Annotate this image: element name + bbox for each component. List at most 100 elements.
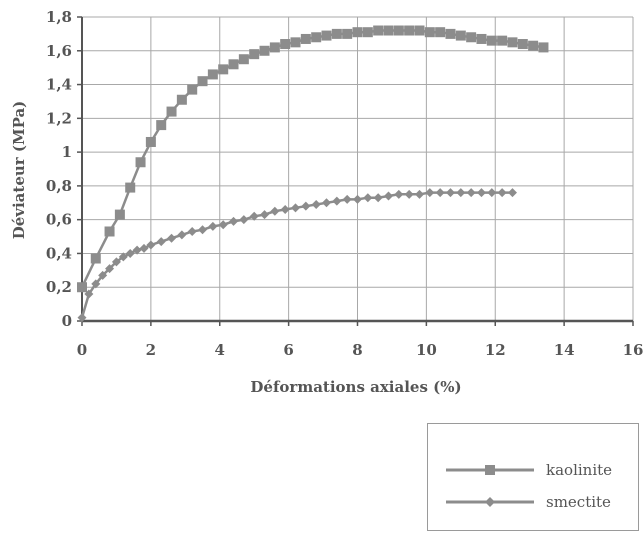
y-tick-labels: 0 0,2 0,4 0,6 0,8 1 1,2 1,4 1,6 1,8 xyxy=(46,8,72,330)
data-point-smectite xyxy=(249,211,259,221)
data-point-kaolinite xyxy=(207,69,218,80)
data-point-smectite xyxy=(208,221,218,231)
data-point-kaolinite xyxy=(176,94,187,105)
x-tick-label: 16 xyxy=(623,341,644,359)
x-tick-label: 2 xyxy=(146,341,156,359)
y-tick-label: 1 xyxy=(62,143,72,161)
legend-symbol-square xyxy=(446,465,534,475)
data-point-smectite xyxy=(118,252,128,262)
data-point-smectite xyxy=(239,215,249,225)
data-point-kaolinite xyxy=(104,226,115,237)
data-point-kaolinite xyxy=(125,182,136,193)
y-tick-label: 1,2 xyxy=(46,109,72,127)
data-point-smectite xyxy=(373,193,383,203)
data-point-smectite xyxy=(111,257,121,267)
data-point-kaolinite xyxy=(435,27,446,38)
data-point-smectite xyxy=(383,191,393,201)
data-point-kaolinite xyxy=(373,25,384,36)
data-point-kaolinite xyxy=(331,28,342,39)
data-point-kaolinite xyxy=(342,28,353,39)
data-point-kaolinite xyxy=(156,120,167,131)
legend-item-kaolinite: kaolinite xyxy=(428,455,638,485)
data-point-kaolinite xyxy=(249,49,260,60)
data-point-smectite xyxy=(394,189,404,199)
data-point-kaolinite xyxy=(311,32,322,43)
y-tick-label: 0,6 xyxy=(46,211,72,229)
data-point-kaolinite xyxy=(114,209,125,220)
data-point-kaolinite xyxy=(383,25,394,36)
data-point-smectite xyxy=(476,188,486,198)
data-point-smectite xyxy=(156,237,166,247)
x-tick-label: 6 xyxy=(283,341,293,359)
data-point-kaolinite xyxy=(145,136,156,147)
data-point-smectite xyxy=(291,203,301,213)
data-point-kaolinite xyxy=(414,25,425,36)
data-point-smectite xyxy=(425,188,435,198)
data-point-kaolinite xyxy=(476,33,487,44)
data-point-smectite xyxy=(146,240,156,250)
data-point-smectite xyxy=(497,188,507,198)
data-point-smectite xyxy=(322,198,332,208)
data-point-kaolinite xyxy=(352,27,363,38)
data-point-smectite xyxy=(229,216,239,226)
data-point-smectite xyxy=(342,194,352,204)
data-point-smectite xyxy=(363,193,373,203)
chart: 0 0,2 0,4 0,6 0,8 1 1,2 1,4 1,6 1,8 0 2 4 6 8 10 12 14 16… xyxy=(10,8,644,396)
data-point-smectite xyxy=(270,206,280,216)
data-point-kaolinite xyxy=(166,106,177,117)
data-point-kaolinite xyxy=(259,45,270,56)
data-point-kaolinite xyxy=(362,27,373,38)
data-point-smectite xyxy=(280,205,290,215)
data-point-smectite xyxy=(404,189,414,199)
data-point-kaolinite xyxy=(77,282,87,293)
y-tick-label: 0 xyxy=(62,312,72,330)
y-tick-label: 1,6 xyxy=(46,42,72,60)
data-point-kaolinite xyxy=(238,54,249,65)
data-point-kaolinite xyxy=(187,84,198,95)
axes xyxy=(77,16,634,326)
data-point-kaolinite xyxy=(228,59,239,70)
data-point-kaolinite xyxy=(90,253,101,264)
data-point-smectite xyxy=(311,199,321,209)
data-point-kaolinite xyxy=(445,28,456,39)
data-point-smectite xyxy=(507,188,517,198)
data-point-smectite xyxy=(187,226,197,236)
y-tick-label: 1,4 xyxy=(46,76,72,94)
y-tick-label: 1,8 xyxy=(46,8,72,26)
data-point-kaolinite xyxy=(517,39,528,50)
data-point-smectite xyxy=(487,188,497,198)
data-point-kaolinite xyxy=(269,42,280,53)
data-point-kaolinite xyxy=(300,33,311,44)
data-point-kaolinite xyxy=(424,27,435,38)
data-point-smectite xyxy=(91,279,101,289)
y-axis-label: Déviateur (MPa) xyxy=(10,101,28,240)
data-point-kaolinite xyxy=(455,30,466,41)
data-point-kaolinite xyxy=(486,35,497,46)
series-line-smectite xyxy=(80,191,513,318)
data-point-smectite xyxy=(167,233,177,243)
data-point-smectite xyxy=(353,194,362,204)
data-point-smectite xyxy=(301,201,311,211)
data-point-smectite xyxy=(125,248,135,258)
legend-label-smectite: smectite xyxy=(546,493,611,511)
data-point-smectite xyxy=(84,289,94,299)
data-point-smectite xyxy=(77,313,87,323)
data-point-kaolinite xyxy=(538,42,549,53)
series-group xyxy=(77,25,549,323)
data-point-smectite xyxy=(445,188,455,198)
data-point-kaolinite xyxy=(321,30,332,41)
data-point-smectite xyxy=(139,243,149,253)
data-point-smectite xyxy=(98,270,108,280)
data-point-smectite xyxy=(435,188,445,198)
x-tick-label: 0 xyxy=(77,341,87,359)
legend-label-kaolinite: kaolinite xyxy=(546,461,613,479)
data-point-smectite xyxy=(198,225,208,235)
data-point-kaolinite xyxy=(466,32,477,43)
data-point-kaolinite xyxy=(135,157,146,168)
legend-item-smectite: smectite xyxy=(428,487,638,517)
y-tick-label: 0,4 xyxy=(46,244,72,262)
x-tick-label: 4 xyxy=(215,341,225,359)
data-point-kaolinite xyxy=(393,25,404,36)
x-tick-label: 10 xyxy=(416,341,437,359)
data-point-kaolinite xyxy=(218,64,229,75)
